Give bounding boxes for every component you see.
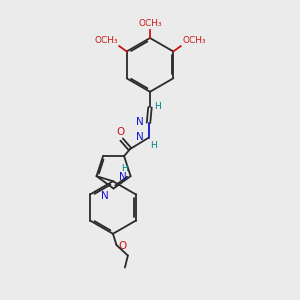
Text: N: N bbox=[101, 191, 109, 201]
Text: O: O bbox=[118, 241, 127, 251]
Text: H: H bbox=[150, 141, 157, 150]
Text: O: O bbox=[116, 127, 124, 136]
Text: OCH₃: OCH₃ bbox=[138, 20, 162, 28]
Text: H: H bbox=[122, 164, 128, 173]
Text: H: H bbox=[154, 102, 161, 111]
Text: OCH₃: OCH₃ bbox=[94, 36, 118, 45]
Text: OCH₃: OCH₃ bbox=[182, 36, 206, 45]
Text: N: N bbox=[136, 132, 144, 142]
Text: N: N bbox=[136, 117, 144, 127]
Text: N: N bbox=[119, 172, 126, 182]
